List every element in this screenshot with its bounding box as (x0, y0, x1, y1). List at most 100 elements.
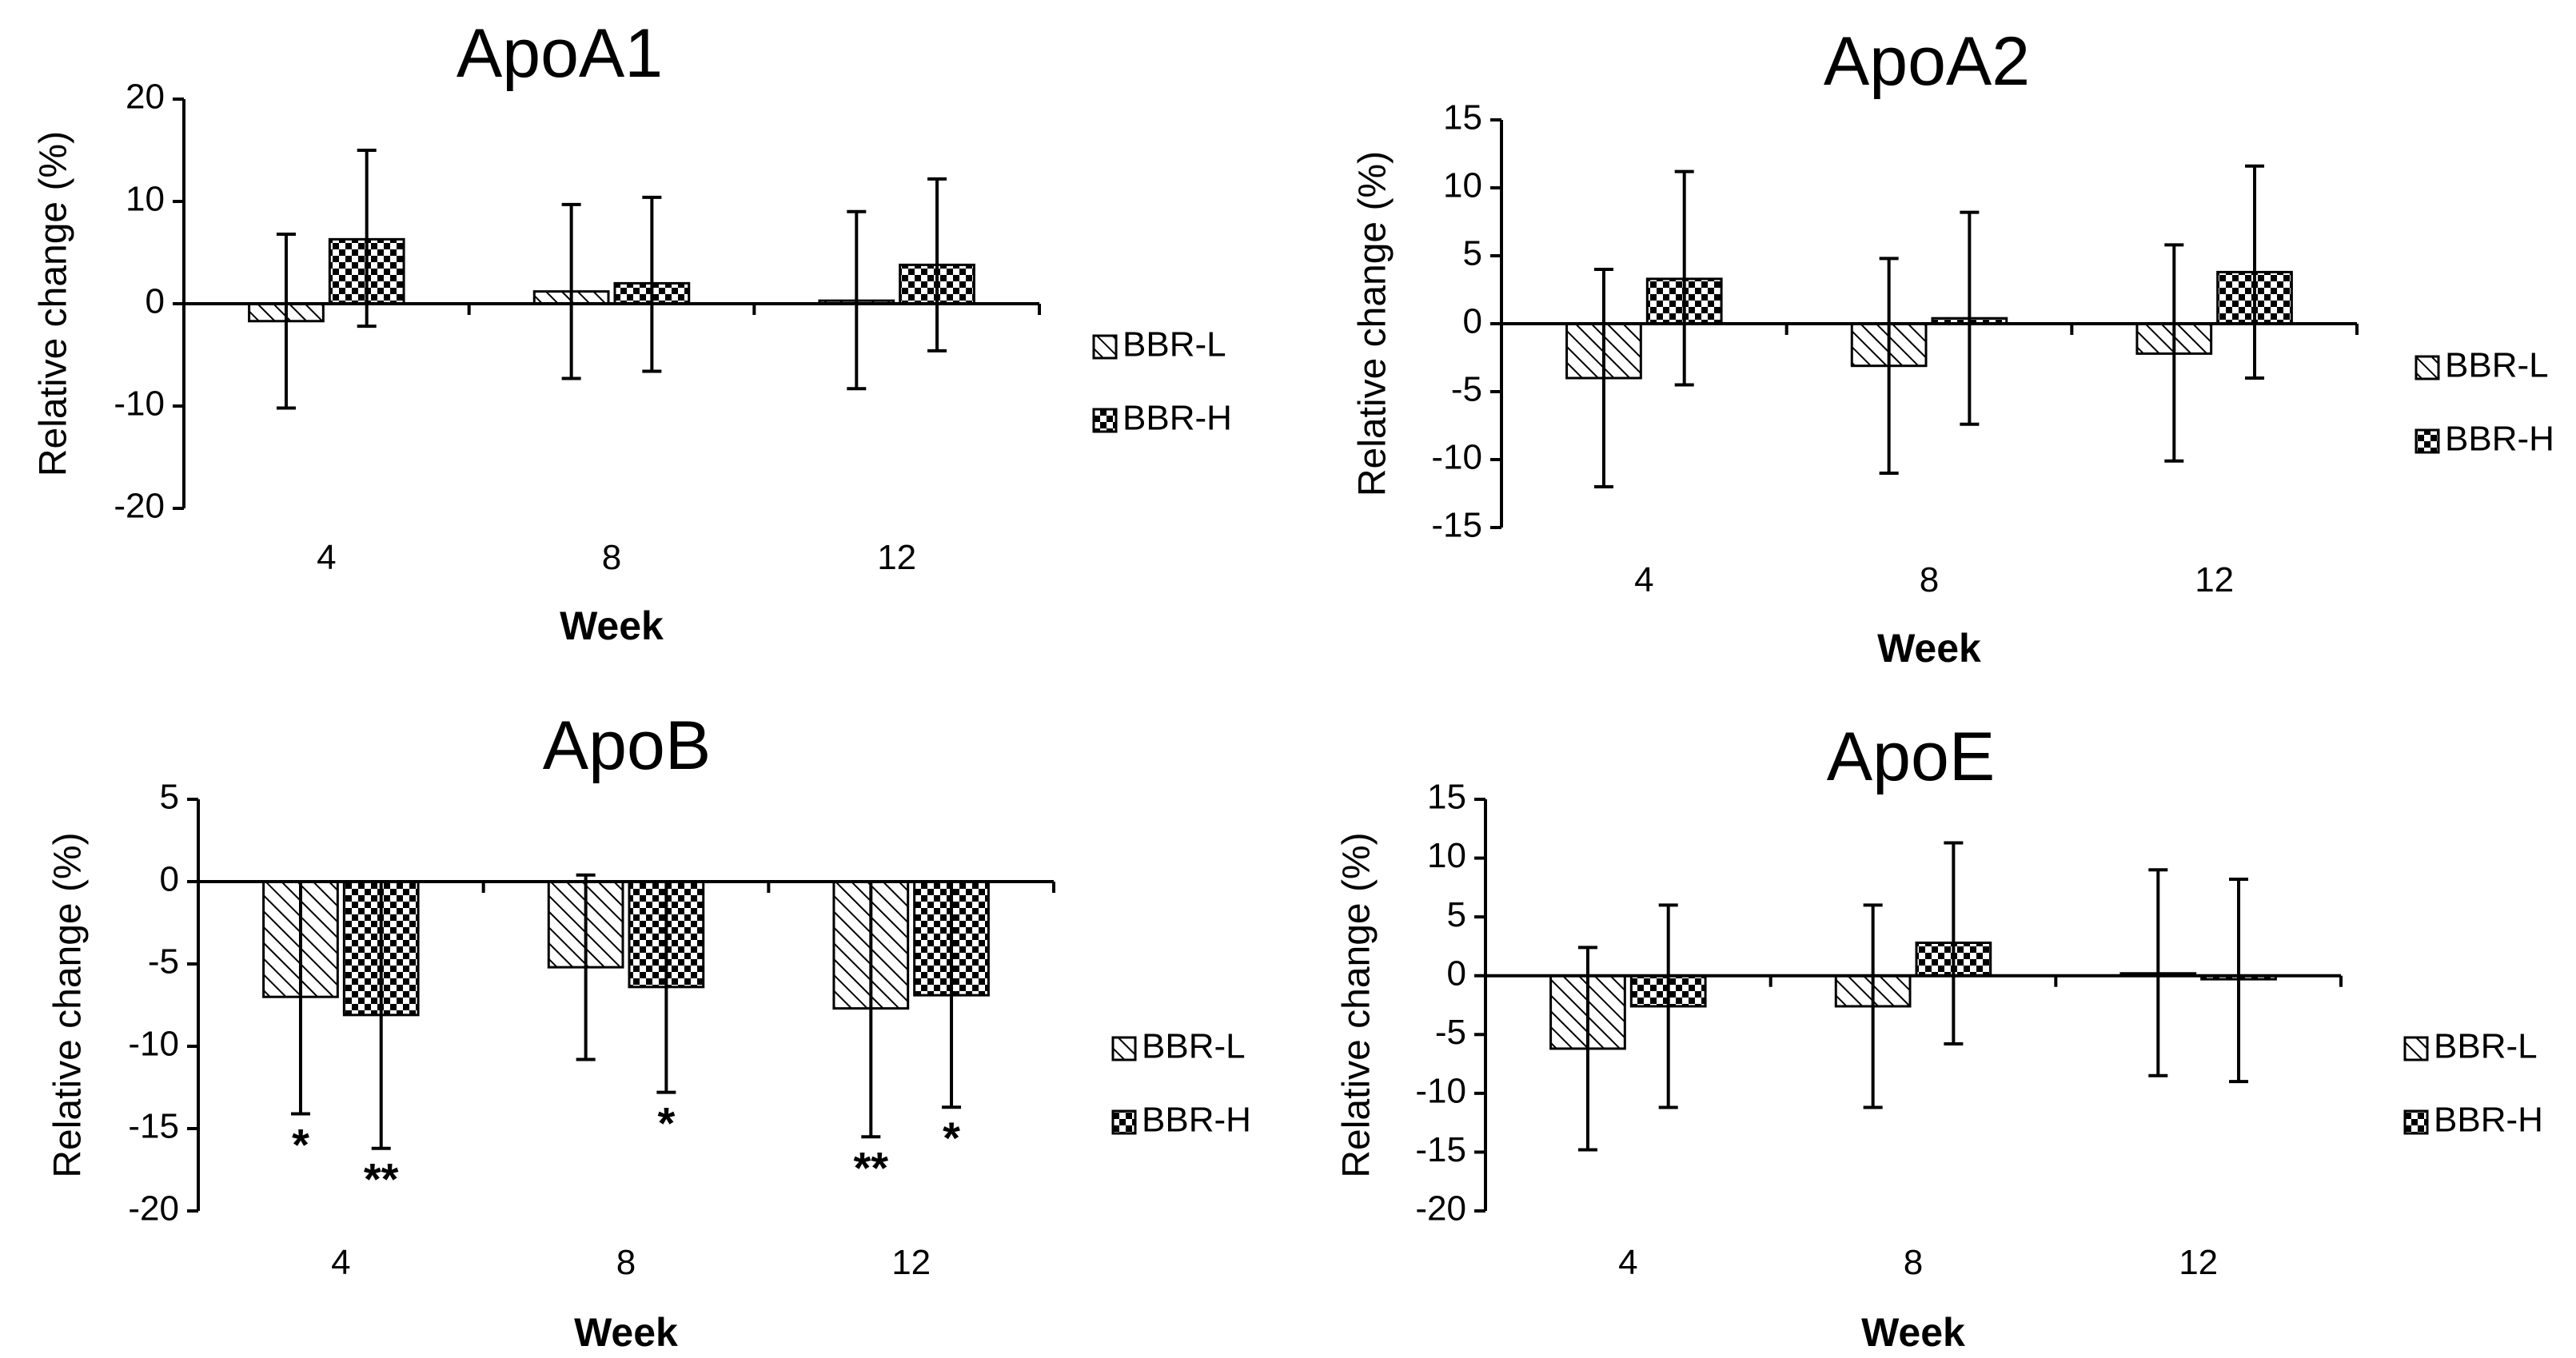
significance-mark: * (292, 1119, 309, 1169)
y-tick-label: -10 (1415, 1071, 1466, 1110)
legend-label-bbr-l: BBR-L (1123, 325, 1226, 364)
x-tick-label: 12 (2179, 1243, 2218, 1282)
axes (1500, 120, 2359, 528)
y-tick-label: 5 (1447, 895, 1466, 934)
y-tick-label: -15 (1415, 1130, 1466, 1169)
error-bars (276, 149, 947, 410)
chart-panel-apoe: ApoE Relative change (%) Week -20-15-10-… (1336, 719, 2543, 1355)
y-tick-label: 0 (160, 860, 179, 899)
x-tick-label: 8 (616, 1243, 636, 1282)
chart-title: ApoB (543, 707, 711, 784)
y-tick-label: -15 (128, 1107, 179, 1146)
x-tick-label: 4 (1618, 1243, 1637, 1282)
y-axis-label: Relative change (%) (1352, 151, 1394, 496)
y-tick-label: -10 (1431, 438, 1482, 477)
legend-label-bbr-l: BBR-L (2445, 346, 2549, 385)
x-tick-label: 8 (602, 538, 621, 577)
y-tick-label: 10 (1443, 166, 1482, 205)
legend-swatch-bbr-h (2415, 428, 2440, 454)
x-tick-label: 4 (1634, 560, 1653, 599)
legend-label-bbr-h: BBR-H (2434, 1101, 2543, 1140)
y-tick-label: 10 (1427, 836, 1466, 875)
significance-marks: * ***** * (292, 1098, 960, 1205)
x-tick-label: 8 (1920, 560, 1939, 599)
axes (197, 799, 1055, 1211)
y-ticks: -20 -15 -10 -5 0 5 (128, 778, 198, 1229)
y-tick-label: -5 (148, 942, 179, 982)
chart-title: ApoA1 (457, 15, 663, 92)
significance-mark: * (657, 1098, 675, 1149)
y-tick-label: -5 (1451, 370, 1482, 409)
error-bars (1593, 164, 2265, 488)
legend-label-bbr-h: BBR-H (2445, 420, 2554, 459)
chart-panel-apoa2: ApoA2 Relative change (%) Week -15 -10 -5 0… (1352, 23, 2554, 671)
legend-swatch-bbr-l (2403, 1036, 2429, 1061)
y-ticks: -20 -10 0 10 20 (114, 78, 184, 526)
legend-swatch-bbr-l (1092, 334, 1118, 360)
legend-label-bbr-h: BBR-H (1123, 399, 1232, 438)
x-axis-label: Week (1877, 626, 1981, 671)
x-tick-labels: 4 8 12 (317, 538, 916, 577)
x-tick-label: 4 (317, 538, 336, 577)
significance-mark: * (943, 1113, 960, 1163)
x-tick-labels: 4 8 12 (1618, 1243, 2218, 1282)
legend-label-bbr-h: BBR-H (1142, 1101, 1251, 1140)
x-axis-label: Week (1861, 1310, 1965, 1355)
x-axis-label: Week (560, 603, 664, 648)
y-tick-label: 0 (1463, 302, 1482, 341)
x-axis-label: Week (574, 1310, 678, 1355)
y-tick-label: 15 (1443, 98, 1482, 137)
bars (248, 237, 975, 323)
significance-mark: ** (364, 1154, 399, 1205)
y-axis-label: Relative change (%) (33, 131, 75, 476)
x-tick-labels: 4 8 12 (1634, 560, 2234, 599)
legend: BBR-L BBR-H (2415, 346, 2554, 459)
significance-mark: ** (854, 1142, 889, 1193)
y-tick-label: 10 (126, 180, 165, 219)
error-bars (1577, 841, 2249, 1152)
chart-title: ApoE (1827, 719, 1995, 795)
chart-title: ApoA2 (1824, 23, 2030, 100)
y-tick-label: -5 (1435, 1013, 1466, 1052)
legend-label-bbr-l: BBR-L (1142, 1027, 1246, 1066)
legend: BBR-L BBR-H (1111, 1027, 1251, 1140)
chart-panel-apob: ApoB Relative change (%) Week -20-15-10-… (47, 707, 1251, 1355)
x-tick-label: 12 (891, 1243, 931, 1282)
y-tick-label: -15 (1431, 506, 1482, 545)
x-tick-label: 8 (1904, 1243, 1923, 1282)
legend: BBR-L BBR-H (2403, 1027, 2543, 1140)
legend-swatch-bbr-h (2403, 1109, 2429, 1135)
x-tick-label: 12 (2195, 560, 2234, 599)
axes (1484, 799, 2343, 1211)
legend-swatch-bbr-l (2415, 355, 2440, 380)
x-tick-label: 12 (877, 538, 916, 577)
y-tick-label: -20 (114, 487, 165, 526)
legend-swatch-bbr-h (1111, 1109, 1137, 1135)
y-tick-label: 15 (1427, 778, 1466, 817)
chart-panel-apoa1: ApoA1 Relative change (%) Week -20 -10 0 10… (33, 15, 1232, 648)
legend-swatch-bbr-h (1092, 408, 1118, 433)
y-axis-label: Relative change (%) (47, 832, 90, 1177)
bars (262, 880, 990, 1017)
y-tick-label: 0 (146, 282, 165, 321)
y-tick-label: 5 (1463, 234, 1482, 273)
y-tick-label: -20 (1415, 1189, 1466, 1229)
y-tick-label: -10 (114, 384, 165, 424)
y-tick-label: -10 (128, 1025, 179, 1064)
bars (1549, 942, 2277, 1050)
axes (182, 99, 1041, 508)
y-tick-label: 5 (160, 778, 179, 817)
x-tick-label: 4 (331, 1243, 350, 1282)
y-ticks: -20 -15 -10 -5 0 5 10 15 (1415, 778, 1485, 1229)
legend-swatch-bbr-l (1111, 1036, 1137, 1061)
legend: BBR-L BBR-H (1092, 325, 1232, 438)
y-tick-label: 20 (126, 78, 165, 117)
legend-label-bbr-l: BBR-L (2434, 1027, 2538, 1066)
y-axis-label: Relative change (%) (1336, 832, 1378, 1177)
error-bars (290, 873, 962, 1150)
x-tick-labels: 4 8 12 (331, 1243, 931, 1282)
y-ticks: -15 -10 -5 0 5 10 15 (1431, 98, 1501, 545)
y-tick-label: 0 (1447, 954, 1466, 993)
y-tick-label: -20 (128, 1189, 179, 1229)
